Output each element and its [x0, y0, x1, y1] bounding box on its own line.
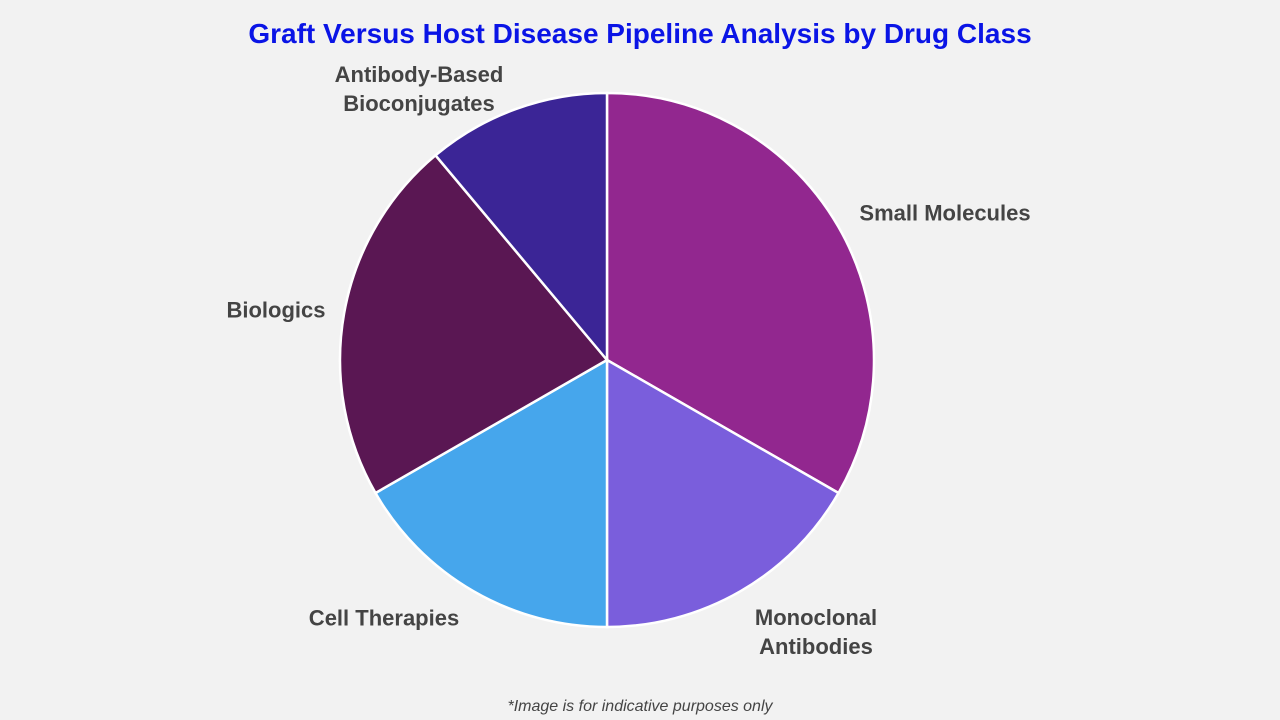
pie-slice-biologics: [338, 153, 609, 495]
label-small-molecules: Small Molecules: [859, 200, 1031, 226]
footnote: *Image is for indicative purposes only: [507, 698, 773, 715]
pie-slice-antibody-based-bioconjugates: [433, 91, 609, 364]
label-biologics: Biologics: [226, 297, 326, 323]
label-cell-therapies: Cell Therapies: [308, 605, 460, 631]
pie-slice-small-molecules: [605, 91, 876, 495]
label-monoclonal-antibodies: Monoclonal Antibodies: [754, 605, 878, 659]
label-antibody-based-bioconjugates: Antibody-Based Bioconjugates: [334, 62, 504, 116]
pie-slice-monoclonal-antibodies: [605, 357, 841, 629]
chart-title: Graft Versus Host Disease Pipeline Analy…: [248, 18, 1032, 49]
pie-slice-cell-therapies: [373, 357, 609, 629]
